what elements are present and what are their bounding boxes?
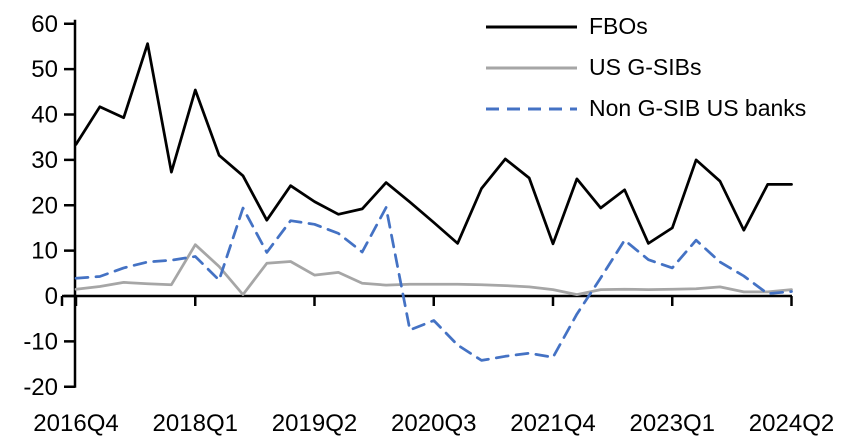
y-tick-label: -20 <box>23 374 58 401</box>
series-lines <box>74 42 793 362</box>
y-tick-label: 20 <box>31 192 58 219</box>
legend-label-fbos: FBOs <box>589 13 648 39</box>
legend-item-us-gsibs: US G-SIBs <box>486 47 806 88</box>
x-tick-label: 2020Q3 <box>391 410 476 437</box>
series-fbos <box>74 42 793 246</box>
y-tick-label: -10 <box>23 328 58 355</box>
y-tick-label: 60 <box>31 11 58 38</box>
x-tick-label: 2018Q1 <box>153 410 238 437</box>
x-tick-label: 2021Q4 <box>510 410 595 437</box>
legend-item-non-gsib: Non G-SIB US banks <box>486 88 806 129</box>
legend-label-non-gsib: Non G-SIB US banks <box>589 95 807 121</box>
x-tick-label: 2024Q2 <box>749 410 834 437</box>
us-gsibs-line-swatch <box>486 66 577 69</box>
series-us-g-sibs <box>74 243 793 296</box>
fbos-line-swatch <box>486 25 577 28</box>
tick-labels: 60 50 40 30 20 10 0 -10 -20 2016Q4 2018Q1 2019Q2 202… <box>23 11 834 437</box>
y-tick-label: 50 <box>31 56 58 83</box>
non-gsib-dashed-swatch <box>486 107 577 110</box>
legend: FBOs US G-SIBs Non G-SIB US banks <box>486 6 806 129</box>
y-tick-label: 30 <box>31 147 58 174</box>
x-tick-label: 2016Q4 <box>33 410 118 437</box>
legend-label-us-gsibs: US G-SIBs <box>589 54 702 80</box>
x-tick-label: 2023Q1 <box>630 410 715 437</box>
x-tick-label: 2019Q2 <box>272 410 357 437</box>
y-tick-label: 0 <box>45 283 58 310</box>
legend-item-fbos: FBOs <box>486 6 806 47</box>
series-non-g-sib-us-banks <box>74 206 793 362</box>
axes <box>60 19 793 388</box>
y-tick-label: 10 <box>31 238 58 265</box>
y-tick-label: 40 <box>31 102 58 129</box>
